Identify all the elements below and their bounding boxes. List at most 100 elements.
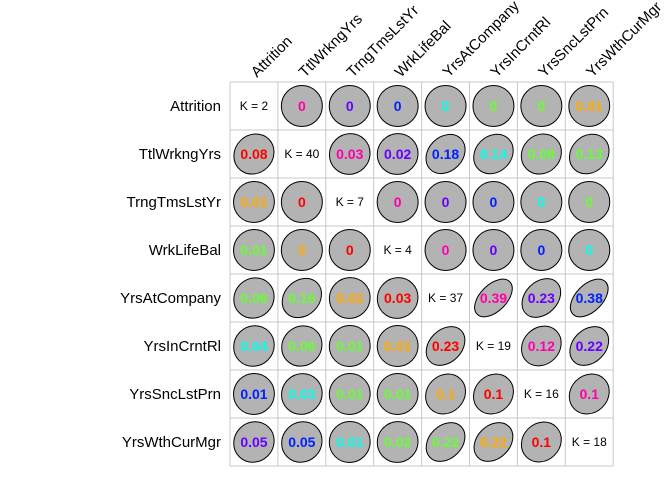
correlation-ellipse [328,85,371,127]
diagonal-label: K = 18 [572,435,607,449]
cell-value: 0.03 [288,386,315,402]
correlation-ellipse [424,229,467,271]
correlation-ellipse [376,133,419,175]
cell-value: 0.1 [484,386,504,402]
correlation-ellipse [328,373,371,415]
cell-value: 0.01 [384,386,411,402]
correlation-ellipse [328,421,371,463]
cell-value: 0.01 [336,386,363,402]
correlation-ellipse [425,326,466,366]
correlation-ellipse [472,85,515,127]
correlation-ellipse [568,229,611,271]
row-labels: Attrition TtlWrkngYrs TrngTmsLstYr WrkLifeB… [120,98,221,451]
cell-value: 0 [346,242,354,258]
cell-value: 0 [537,98,545,114]
cell-value: 0 [585,194,593,210]
cell-value: 0.05 [240,434,267,450]
correlation-ellipse [424,181,467,223]
correlation-ellipse [568,181,611,223]
correlation-ellipse [425,422,466,462]
correlation-ellipse [472,181,515,223]
correlation-ellipse [328,228,371,271]
correlation-ellipse [424,85,467,128]
cell-value: 0 [442,98,450,114]
cell-value: 0.1 [436,386,456,402]
correlation-ellipse [233,133,275,175]
cell-value: 0.08 [240,146,267,162]
correlation-ellipse [521,325,562,367]
correlation-ellipse [520,181,563,223]
correlation-ellipse [520,133,562,175]
correlation-ellipse [568,373,610,415]
correlation-ellipse [568,85,611,127]
cell-value: 0 [298,98,306,114]
cell-value: 0.01 [336,338,363,354]
row-label: YrsWthCurMgr [122,434,221,451]
correlation-ellipse [473,133,514,175]
column-label: Attrition [248,33,296,81]
cell-value: 0.13 [576,146,603,162]
column-labels: Attrition TtlWrkngYrsTrngTmsLstYrWrkLifeB… [248,0,665,81]
cell-value: 0.18 [432,146,459,162]
cell-value: 0 [537,194,545,210]
row-label: YrsAtCompany [120,290,221,307]
correlation-ellipse [520,229,563,271]
cell-value: 0.05 [288,434,315,450]
diagonal-label: K = 40 [284,147,319,161]
cell-value: 0 [442,194,450,210]
correlation-ellipse [376,325,419,367]
correlation-ellipse [376,277,419,319]
correlation-ellipse [233,325,275,367]
cell-value: 0 [490,98,498,114]
correlation-ellipse [569,326,610,366]
cell-value: 0.02 [384,434,411,450]
cell-value: 0 [394,98,402,114]
cell-value: 0.01 [240,194,267,210]
matrix-grid [229,81,614,467]
cell-value: 0 [490,242,498,258]
cell-value: 0.04 [240,338,267,354]
correlation-ellipse [233,421,275,463]
row-label: YrsSncLstPrn [129,386,221,403]
cell-value: 0.23 [432,338,459,354]
correlation-ellipse [473,373,514,415]
cell-value: 0.01 [336,434,363,450]
correlation-ellipse [280,85,323,127]
cell-value: 0 [585,242,593,258]
cell-value: 0.39 [480,290,507,306]
correlation-ellipse [520,85,563,127]
correlation-ellipse [233,277,275,319]
cell-value: 0.01 [576,98,603,114]
correlation-ellipse [328,325,371,367]
cell-value: 0.02 [336,290,363,306]
correlation-ellipse [281,325,323,367]
diagonal-label: K = 16 [524,387,559,401]
cell-value: 0.03 [384,290,411,306]
cell-value: 0.22 [576,338,603,354]
cell-value: 0.16 [288,290,315,306]
cell-value: 0.01 [384,338,411,354]
correlation-ellipse [233,373,275,415]
cell-value: 0.03 [336,146,363,162]
matrix-cells: K = 2 0 0 0 0 0 0 0.01 0.08 K = 40 0.03 0.02 0.18 0.1… [233,84,611,463]
correlation-ellipse [472,229,515,271]
cell-value: 0.06 [240,290,267,306]
cell-value: 0.22 [432,434,459,450]
cell-value: 0.1 [532,434,552,450]
correlation-ellipse [328,133,371,175]
correlation-ellipse [281,421,323,463]
correlation-ellipse [233,229,275,271]
correlation-ellipse [569,278,609,318]
correlation-ellipse [568,133,610,175]
diagonal-label: K = 2 [240,99,269,113]
correlation-ellipse [233,181,275,223]
cell-value: 0.02 [384,146,411,162]
correlation-ellipse [280,181,323,223]
cell-value: 0.14 [480,146,507,162]
correlation-ellipse [521,278,562,318]
cell-value: 0 [298,194,306,210]
cell-value: 0.1 [580,386,600,402]
row-label: Attrition [170,98,221,115]
correlation-ellipse [520,421,562,463]
